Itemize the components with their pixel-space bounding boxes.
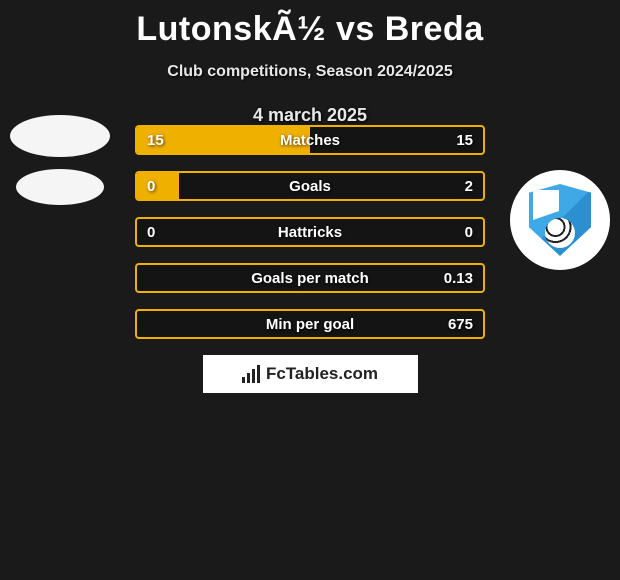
stat-fill bbox=[137, 173, 179, 199]
stat-right-value: 675 bbox=[448, 316, 473, 333]
stat-left-value: 0 bbox=[147, 178, 155, 195]
stat-row-min-per-goal: Min per goal 675 bbox=[135, 309, 485, 339]
stat-label: Min per goal bbox=[266, 316, 354, 333]
shield-icon bbox=[529, 184, 591, 256]
stats-panel: 15 Matches 15 0 Goals 2 0 Hattricks 0 Go… bbox=[135, 125, 485, 393]
stat-label: Matches bbox=[280, 132, 340, 149]
stat-label: Goals bbox=[289, 178, 331, 195]
avatar-placeholder-icon bbox=[16, 169, 104, 205]
avatar-placeholder-icon bbox=[10, 115, 110, 157]
stat-label: Goals per match bbox=[251, 270, 369, 287]
branding-text: FcTables.com bbox=[266, 364, 378, 384]
stat-row-goals-per-match: Goals per match 0.13 bbox=[135, 263, 485, 293]
stat-right-value: 0 bbox=[465, 224, 473, 241]
page-title: LutonskÃ½ vs Breda bbox=[0, 0, 620, 49]
stat-row-goals: 0 Goals 2 bbox=[135, 171, 485, 201]
stat-right-value: 2 bbox=[465, 178, 473, 195]
player-right-avatar bbox=[510, 170, 610, 270]
stat-left-value: 15 bbox=[147, 132, 164, 149]
ball-icon bbox=[545, 218, 575, 248]
bar-chart-icon bbox=[242, 365, 260, 383]
stat-right-value: 0.13 bbox=[444, 270, 473, 287]
comparison-card: LutonskÃ½ vs Breda Club competitions, Se… bbox=[0, 0, 620, 580]
branding-link[interactable]: FcTables.com bbox=[203, 355, 418, 393]
player-left-avatar bbox=[10, 115, 110, 215]
club-badge-icon bbox=[510, 170, 610, 270]
stat-right-value: 15 bbox=[456, 132, 473, 149]
stat-row-matches: 15 Matches 15 bbox=[135, 125, 485, 155]
stat-left-value: 0 bbox=[147, 224, 155, 241]
subtitle: Club competitions, Season 2024/2025 bbox=[0, 63, 620, 81]
stat-row-hattricks: 0 Hattricks 0 bbox=[135, 217, 485, 247]
stat-label: Hattricks bbox=[278, 224, 342, 241]
